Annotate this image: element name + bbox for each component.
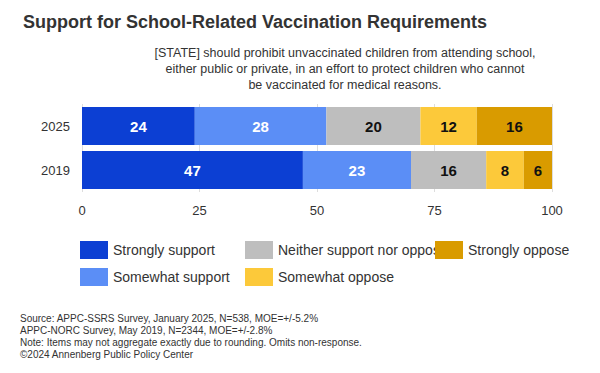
svg-text:either public or private, in a: either public or private, in an effort t… (165, 62, 525, 76)
svg-text:50: 50 (310, 203, 324, 218)
svg-text:Note: Items may not aggregate: Note: Items may not aggregate exactly du… (20, 337, 362, 348)
svg-text:47: 47 (184, 162, 201, 179)
svg-text:28: 28 (252, 118, 269, 135)
svg-text:Strongly oppose: Strongly oppose (468, 242, 569, 258)
svg-text:16: 16 (506, 118, 523, 135)
svg-text:2025: 2025 (41, 119, 70, 134)
svg-text:Somewhat support: Somewhat support (113, 269, 230, 285)
svg-text:20: 20 (365, 118, 382, 135)
svg-text:16: 16 (440, 162, 457, 179)
svg-text:Neither support nor oppose: Neither support nor oppose (278, 242, 448, 258)
svg-text:[STATE] should prohibit unvacc: [STATE] should prohibit unvaccinated chi… (155, 46, 536, 60)
svg-text:12: 12 (440, 118, 457, 135)
svg-text:23: 23 (349, 162, 366, 179)
svg-text:24: 24 (130, 118, 147, 135)
svg-text:100: 100 (541, 203, 563, 218)
svg-text:APPC-NORC Survey, May 2019, N=: APPC-NORC Survey, May 2019, N=2344, MOE=… (20, 325, 273, 336)
svg-text:©2024 Annenberg Public Policy: ©2024 Annenberg Public Policy Center (20, 349, 194, 360)
svg-text:2019: 2019 (41, 163, 70, 178)
svg-text:25: 25 (192, 203, 206, 218)
svg-text:0: 0 (78, 203, 85, 218)
svg-text:Strongly support: Strongly support (113, 242, 215, 258)
svg-text:Somewhat oppose: Somewhat oppose (278, 269, 394, 285)
svg-text:75: 75 (427, 203, 441, 218)
svg-text:8: 8 (501, 162, 509, 179)
svg-text:Support for School-Related Vac: Support for School-Related Vaccination R… (23, 12, 487, 32)
svg-text:Source: APPC-SSRS Survey, Janu: Source: APPC-SSRS Survey, January 2025, … (20, 313, 318, 324)
svg-text:6: 6 (534, 162, 542, 179)
svg-text:be vaccinated for medical reas: be vaccinated for medical reasons. (248, 78, 441, 92)
